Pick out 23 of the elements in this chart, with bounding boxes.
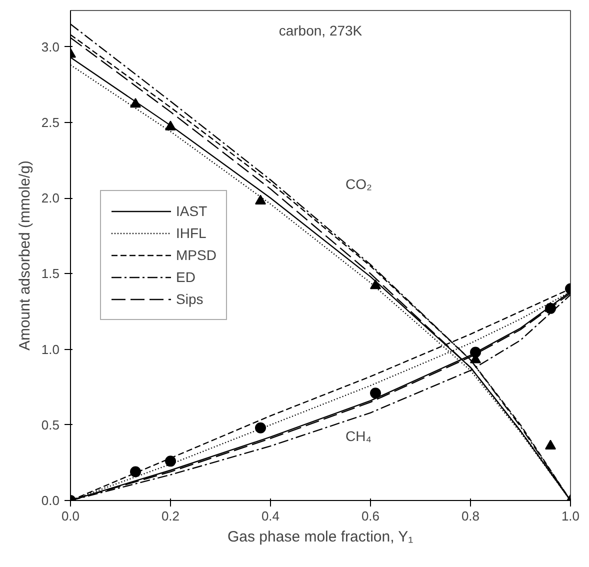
x-axis-title: Gas phase mole fraction, Y₁ (228, 528, 414, 546)
y-tick-label: 1.5 (41, 266, 60, 282)
y-tick-label: 0.0 (41, 493, 60, 508)
y-tick-label: 0.5 (41, 417, 60, 432)
x-tick-label: 0.8 (461, 508, 480, 524)
y-tick-label: 1.0 (41, 342, 60, 357)
legend-label: Sips (176, 291, 204, 307)
y-tick-label: 3.0 (41, 39, 60, 54)
annotation: carbon, 273K (278, 22, 363, 38)
x-tick-label: 0.0 (61, 508, 80, 524)
legend-label: MPSD (176, 247, 216, 263)
y-tick-label: 2.0 (41, 190, 60, 206)
x-tick-label: 1.0 (561, 508, 580, 524)
y-tick-label: 2.5 (41, 114, 60, 130)
legend-label: IAST (176, 203, 208, 219)
legend-label: IHFL (176, 225, 206, 241)
y-axis-title: Amount adsorbed (mmole/g) (16, 160, 34, 351)
x-tick-label: 0.2 (161, 508, 180, 524)
x-tick-label: 0.4 (261, 508, 280, 524)
annotation: CO₂ (346, 176, 372, 192)
annotation: CH₄ (346, 428, 372, 444)
legend-label: ED (176, 269, 196, 285)
x-tick-label: 0.6 (361, 508, 380, 524)
